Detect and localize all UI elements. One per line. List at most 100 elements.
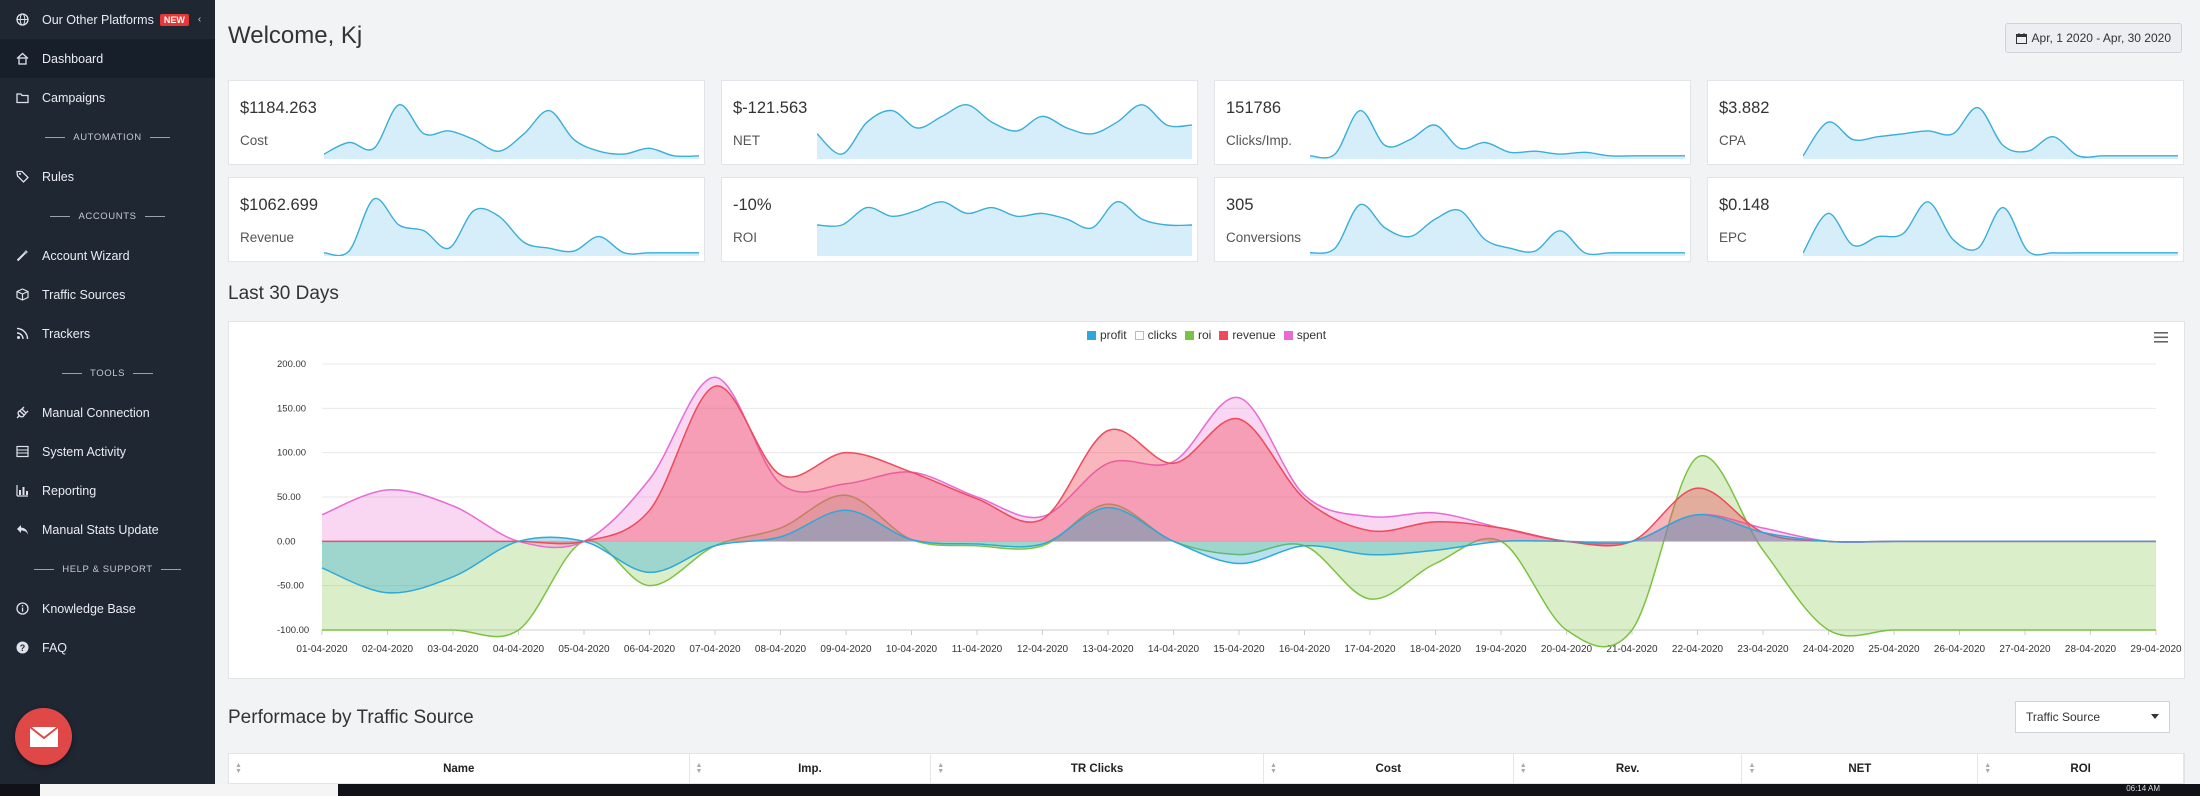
kpi-card-cpa: $3.882 CPA — [1707, 80, 2184, 165]
legend-item-profit[interactable]: profit — [1086, 328, 1127, 342]
tags-icon — [16, 170, 29, 183]
series-area-spent — [322, 377, 2156, 548]
x-tick-label: 02-04-2020 — [362, 644, 414, 655]
x-tick-label: 17-04-2020 — [1344, 644, 1396, 655]
sparkline — [1310, 203, 1685, 256]
svg-text:?: ? — [20, 643, 26, 653]
kpi-value: $0.148 — [1719, 196, 1770, 214]
sidebar-item-label: Manual Stats Update — [42, 522, 159, 537]
x-tick-label: 20-04-2020 — [1541, 644, 1593, 655]
y-tick-label: -100.00 — [277, 625, 309, 636]
legend-swatch — [1134, 330, 1144, 340]
x-tick-label: 21-04-2020 — [1606, 644, 1658, 655]
sort-icon: ▲ ▼ — [235, 762, 242, 775]
x-tick-label: 25-04-2020 — [1868, 644, 1920, 655]
sparkline — [1310, 109, 1685, 159]
sidebar-item-account-wizard[interactable]: Account Wizard — [0, 236, 215, 275]
legend-item-clicks[interactable]: clicks — [1134, 328, 1177, 342]
x-tick-label: 29-04-2020 — [2130, 644, 2182, 655]
x-tick-label: 05-04-2020 — [558, 644, 610, 655]
column-header-imp-[interactable]: ▲ ▼ Imp. — [690, 754, 932, 783]
sparkline-line — [817, 201, 1192, 230]
globe-icon — [16, 13, 29, 26]
kpi-label: Cost — [240, 133, 268, 148]
sidebar-item-manual-stats-update[interactable]: Manual Stats Update — [0, 510, 215, 549]
sidebar-section-label: ACCOUNTS — [0, 196, 215, 236]
sparkline-area — [817, 201, 1192, 256]
sparkline-area — [1803, 107, 2178, 159]
x-tick-label: 09-04-2020 — [820, 644, 872, 655]
kpi-value: $3.882 — [1719, 99, 1770, 117]
x-tick-label: 19-04-2020 — [1475, 644, 1527, 655]
area-chart: 200.00 150.00 100.00 50.00 0.00 -50.00 -100.00… — [277, 359, 2182, 655]
column-header-roi[interactable]: ▲ ▼ ROI — [1978, 754, 2185, 783]
column-header-label: TR Clicks — [1070, 762, 1124, 775]
plug-icon — [16, 406, 29, 419]
x-tick-label: 16-04-2020 — [1279, 644, 1331, 655]
sidebar-item-faq[interactable]: ? FAQ — [0, 628, 215, 667]
sidebar-item-trackers[interactable]: Trackers — [0, 314, 215, 353]
sidebar-item-rules[interactable]: Rules — [0, 157, 215, 196]
column-header-label: Cost — [1375, 762, 1402, 775]
taskbar: 06:14 AM — [0, 784, 2200, 796]
wand-icon — [16, 249, 29, 262]
column-header-label: Name — [443, 762, 475, 775]
y-tick-label: 200.00 — [277, 359, 306, 370]
sidebar-item-manual-connection[interactable]: Manual Connection — [0, 393, 215, 432]
sidebar-item-label: Knowledge Base — [42, 601, 136, 616]
taskbar-search[interactable] — [40, 784, 338, 796]
sparkline — [817, 201, 1192, 256]
sort-icon: ▲ ▼ — [1748, 762, 1756, 775]
chart-legend: profit clicks roi revenue spent — [229, 328, 2184, 342]
cube-icon — [16, 288, 29, 301]
x-tick-label: 18-04-2020 — [1410, 644, 1462, 655]
column-header-tr-clicks[interactable]: ▲ ▼ TR Clicks — [931, 754, 1264, 783]
legend-item-spent[interactable]: spent — [1283, 328, 1326, 342]
sidebar-section-label: TOOLS — [0, 353, 215, 393]
chart-menu-icon[interactable] — [2154, 332, 2168, 343]
x-tick-label: 14-04-2020 — [1148, 644, 1200, 655]
envelope-icon — [28, 725, 59, 747]
traffic-source-select[interactable]: Traffic Source — [2015, 701, 2170, 733]
legend-label: profit — [1099, 328, 1127, 342]
column-header-net[interactable]: ▲ ▼ NET — [1742, 754, 1979, 783]
sidebar-item-knowledge-base[interactable]: Knowledge Base — [0, 589, 215, 628]
kpi-label: Conversions — [1226, 230, 1302, 245]
sidebar-item-traffic-sources[interactable]: Traffic Sources — [0, 275, 215, 314]
column-header-name[interactable]: ▲ ▼ Name — [229, 754, 690, 783]
traffic-source-select-value: Traffic Source — [2026, 710, 2101, 724]
sort-icon: ▲ ▼ — [1269, 762, 1277, 775]
sparkline-line — [324, 197, 699, 256]
column-header-rev-[interactable]: ▲ ▼ Rev. — [1514, 754, 1743, 783]
x-tick-label: 04-04-2020 — [493, 644, 545, 655]
series-area-revenue — [322, 385, 2156, 546]
sparkline-line — [817, 104, 1192, 155]
date-range-button[interactable]: Apr, 1 2020 - Apr, 30 2020 — [2004, 23, 2182, 53]
series-line-profit — [321, 506, 2156, 594]
date-range-label: Apr, 1 2020 - Apr, 30 2020 — [2031, 31, 2171, 45]
sidebar-item-system-activity[interactable]: System Activity — [0, 432, 215, 471]
sidebar-item-our-other-platforms[interactable]: Our Other Platforms NEW ‹ — [0, 0, 215, 39]
sidebar-item-dashboard[interactable]: Dashboard — [0, 39, 215, 78]
mail-fab-button[interactable] — [15, 708, 72, 765]
x-tick-label: 08-04-2020 — [755, 644, 807, 655]
sort-icon: ▲ ▼ — [937, 762, 945, 775]
legend-item-revenue[interactable]: revenue — [1219, 328, 1276, 342]
sparkline-area — [1310, 110, 1685, 159]
legend-swatch — [1219, 330, 1229, 340]
kpi-card-cost: $1184.263 Cost — [228, 80, 705, 165]
column-header-cost[interactable]: ▲ ▼ Cost — [1264, 754, 1514, 783]
y-tick-label: 50.00 — [277, 492, 301, 503]
kpi-card-clicks-imp-: 151786 Clicks/Imp. — [1214, 80, 1691, 165]
x-tick-label: 03-04-2020 — [427, 644, 479, 655]
x-tick-label: 26-04-2020 — [1934, 644, 1986, 655]
series-profit — [321, 506, 2156, 594]
legend-item-roi[interactable]: roi — [1184, 328, 1211, 342]
sidebar-item-campaigns[interactable]: Campaigns — [0, 78, 215, 117]
x-tick-label: 23-04-2020 — [1737, 644, 1789, 655]
x-tick-label: 10-04-2020 — [886, 644, 938, 655]
kpi-value: $1062.699 — [240, 196, 318, 214]
last-30-days-title: Last 30 Days — [228, 283, 339, 304]
x-tick-label: 07-04-2020 — [689, 644, 741, 655]
sidebar-item-reporting[interactable]: Reporting — [0, 471, 215, 510]
